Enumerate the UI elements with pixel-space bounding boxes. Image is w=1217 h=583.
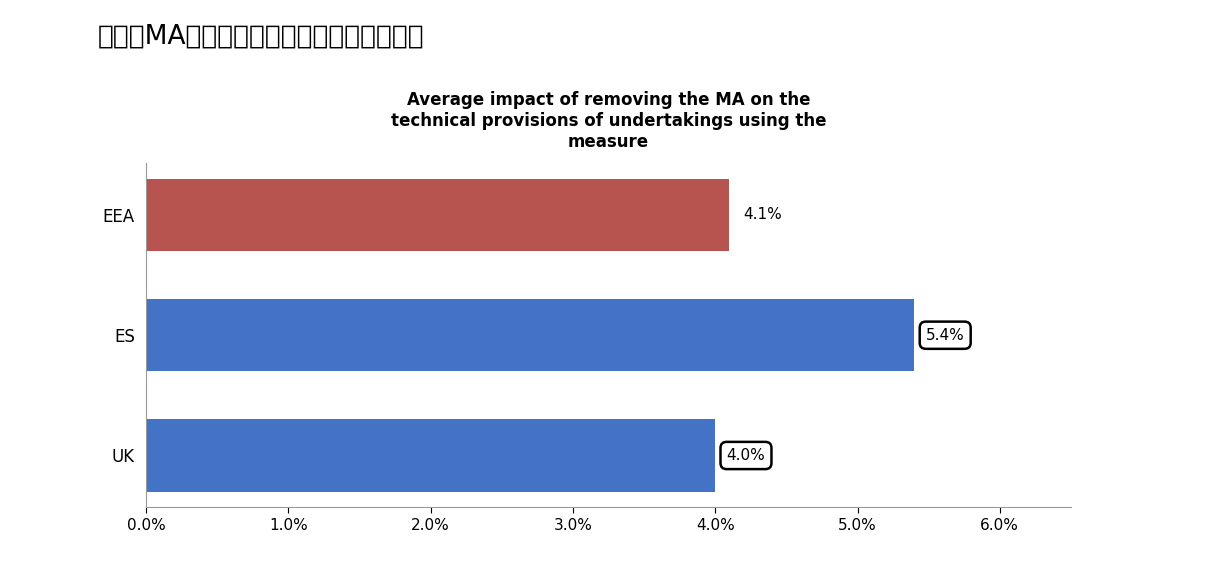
Text: 4.0%: 4.0% bbox=[727, 448, 765, 463]
Bar bbox=[146, 299, 914, 371]
Text: 5.4%: 5.4% bbox=[926, 328, 965, 343]
Text: 4.1%: 4.1% bbox=[744, 208, 783, 223]
Bar bbox=[146, 179, 729, 251]
Bar bbox=[146, 419, 716, 491]
Text: 図表　MA適用による技術的準備金への影響: 図表 MA適用による技術的準備金への影響 bbox=[97, 23, 424, 50]
Title: Average impact of removing the MA on the
technical provisions of undertakings us: Average impact of removing the MA on the… bbox=[391, 91, 826, 150]
